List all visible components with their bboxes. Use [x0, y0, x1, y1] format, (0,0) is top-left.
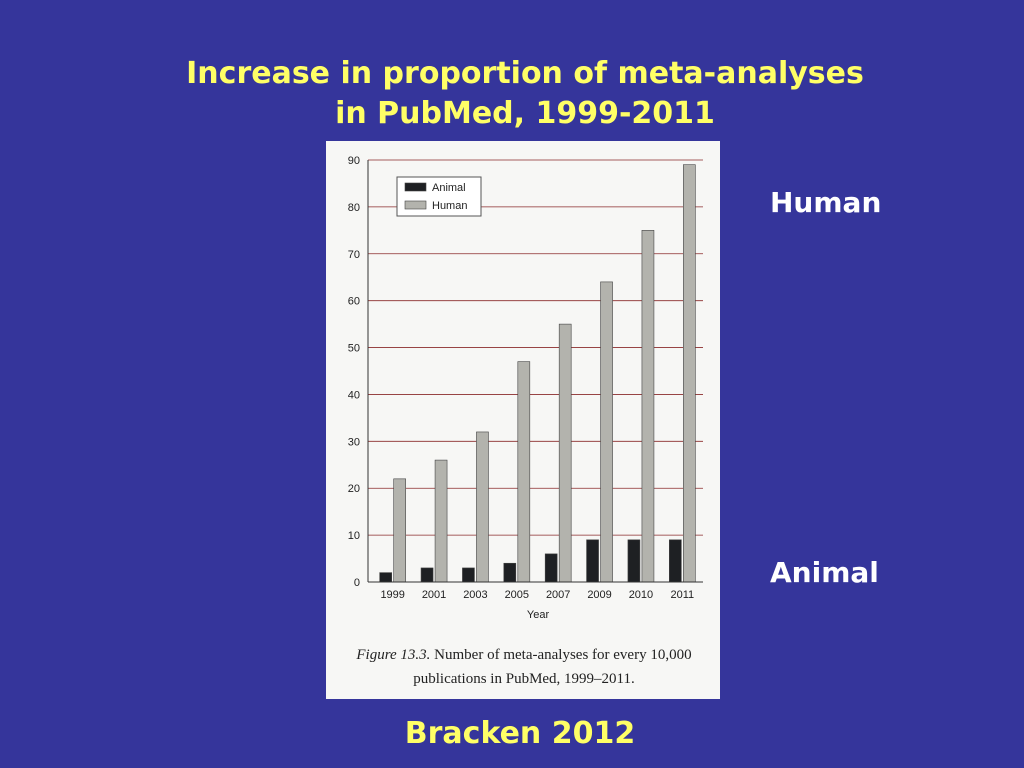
- x-tick-label-2001: 2001: [422, 589, 446, 601]
- y-tick-label-40: 40: [348, 389, 360, 401]
- y-tick-label-0: 0: [354, 577, 360, 589]
- bar-human-2005: [517, 361, 531, 583]
- bar-human-2003: [476, 431, 489, 583]
- x-axis-label: Year: [527, 609, 550, 621]
- y-axis-ticks: 0 10 20 30 40 50 60 70 80 90: [348, 155, 360, 589]
- x-tick-label-2011: 2011: [670, 589, 694, 601]
- bar-animal-2001: [420, 567, 434, 583]
- slide-title: Increase in proportion of meta-analyses …: [0, 54, 1024, 134]
- x-tick-label-1999: 1999: [380, 589, 404, 601]
- bar-animal-2007: [544, 553, 558, 583]
- x-tick-label-2005: 2005: [505, 589, 529, 601]
- bar-animal-1999: [379, 572, 392, 583]
- figure-caption: Figure 13.3. Number of meta-analyses for…: [340, 643, 708, 691]
- y-tick-label-60: 60: [348, 296, 360, 308]
- bar-human-2009: [600, 281, 613, 583]
- legend-label-animal: Animal: [432, 182, 466, 194]
- bar-animal-2011: [669, 539, 682, 583]
- x-tick-label-2009: 2009: [587, 589, 611, 601]
- bar-human-2007: [558, 323, 572, 583]
- y-tick-label-70: 70: [348, 249, 360, 261]
- figure-panel: 0 10 20 30 40 50 60 70 80 90 1999 2001 2003 2005 2007…: [326, 141, 720, 699]
- bar-human-1999: [393, 478, 406, 583]
- bar-human-2001: [434, 459, 448, 583]
- bar-animal-2010: [627, 539, 641, 583]
- y-tick-label-30: 30: [348, 436, 360, 448]
- bar-animal-2005: [503, 562, 517, 583]
- slide-title-line-2: in PubMed, 1999-2011: [335, 96, 715, 131]
- x-tick-label-2007: 2007: [546, 589, 570, 601]
- legend-swatch-animal: [404, 182, 427, 192]
- y-tick-label-10: 10: [348, 530, 360, 542]
- x-tick-label-2003: 2003: [463, 589, 487, 601]
- bar-human-2011: [683, 164, 696, 583]
- animal-annotation: Animal: [770, 556, 879, 589]
- human-annotation: Human: [770, 186, 882, 219]
- bars: [379, 164, 696, 583]
- y-tick-label-20: 20: [348, 483, 360, 495]
- figure-caption-label: Figure 13.3.: [356, 647, 431, 663]
- legend-label-human: Human: [432, 200, 467, 212]
- gridlines: [368, 159, 703, 536]
- bar-animal-2009: [586, 539, 599, 583]
- citation: Bracken 2012: [404, 716, 636, 751]
- slide-title-line-1: Increase in proportion of meta-analyses: [186, 56, 864, 91]
- bar-animal-2003: [462, 567, 475, 583]
- figure-caption-text: Number of meta-analyses for every 10,000…: [413, 647, 692, 687]
- y-tick-label-50: 50: [348, 343, 360, 355]
- bar-human-2010: [641, 230, 655, 583]
- x-axis-ticks: 1999 2001 2003 2005 2007 2009 2010 2011: [380, 589, 694, 601]
- y-tick-label-90: 90: [348, 155, 360, 167]
- y-tick-label-80: 80: [348, 202, 360, 214]
- x-tick-label-2010: 2010: [629, 589, 653, 601]
- legend: Animal Human: [396, 176, 482, 217]
- bar-chart: 0 10 20 30 40 50 60 70 80 90 1999 2001 2003 2005 2007…: [348, 155, 703, 621]
- legend-swatch-human: [404, 200, 427, 210]
